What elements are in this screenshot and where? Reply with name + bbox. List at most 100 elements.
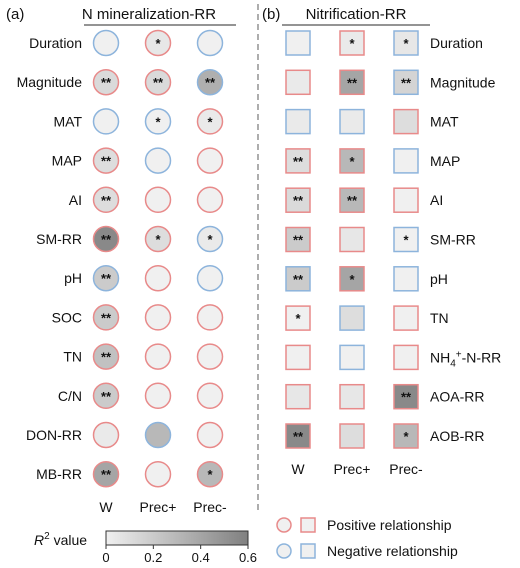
panel-a-cell-map-prec: [144, 147, 172, 174]
panel-b-cell-nh4-n-rr-w: [285, 344, 311, 371]
panel-a-cell-map-prec: [196, 147, 224, 174]
panel-b-cell-duration-w: [285, 30, 311, 56]
panel-b-cell-ph-prec-significance: *: [349, 272, 355, 287]
panel-a-row-label-sm-rr: SM-RR: [36, 231, 82, 247]
panel-a-cell-tn-prec: [196, 343, 224, 370]
panel-a-cell-sm-rr-prec: [144, 225, 172, 253]
panel-b-cell-ai-prec: [393, 187, 419, 213]
panel-a-cell-magnitude-prec-significance: **: [153, 75, 164, 90]
panel-a-cell-mb-rr-prec: [196, 460, 224, 488]
panel-a-row-label-tn: TN: [63, 349, 82, 365]
panel-b-cell-magnitude-w: [285, 69, 311, 96]
panel-a-cell-map-w-significance: **: [101, 154, 112, 169]
panel-b-cell-nh4-n-rr-prec: [339, 344, 365, 371]
panel-b-row-label-duration: Duration: [430, 35, 483, 51]
panel-b-cell-tn-w: [285, 305, 311, 331]
panel-b-cell-sm-rr-prec: [393, 226, 419, 253]
panel-a-cell-ph-w: [92, 264, 120, 292]
panel-b-cell-aob-rr-prec-significance: *: [403, 429, 409, 444]
panel-b-cell-tn-prec: [393, 305, 419, 331]
panel-b-cell-sm-rr-prec: [339, 226, 365, 253]
panel-a-cell-mat-prec: [144, 108, 172, 135]
panel-a-cell-ai-w: [92, 186, 120, 214]
panel-b-row-label-mat: MAT: [430, 114, 459, 130]
panel-a-row-label-don-rr: DON-RR: [26, 427, 82, 443]
panel-b-cell-aob-rr-prec: [339, 423, 365, 449]
panel-a-cell-ph-prec: [144, 264, 172, 292]
panel-a-cell-soc-prec: [196, 304, 224, 331]
panel-b-cell-duration-prec: [339, 30, 365, 56]
panel-b-cell-ai-prec: [339, 187, 365, 213]
panel-b-cell-map-prec: [393, 148, 419, 174]
panel-b-cell-ai-w-significance: **: [293, 193, 304, 208]
panel-b-cell-duration-prec: [393, 30, 419, 56]
panel-b-cell-ph-prec: [339, 266, 365, 292]
panel-b-row-label-magnitude: Magnitude: [430, 74, 496, 90]
panel-a-cell-magnitude-w-significance: **: [101, 75, 112, 90]
legend: Positive relationship Negative relations…: [276, 517, 458, 559]
panel-b-cell-aoa-rr-w: [285, 383, 311, 410]
panel-b-cell-tn-w-significance: *: [295, 311, 301, 326]
panel-b-cell-magnitude-prec-significance: **: [347, 75, 358, 90]
panel-a-row-label-map: MAP: [52, 153, 82, 169]
panel-b-row-label-ph: pH: [430, 271, 448, 287]
panel-a-row-label-duration: Duration: [29, 35, 82, 51]
panel-b-row-label-aob-rr: AOB-RR: [430, 428, 484, 444]
panel-a-col-label-prec: Prec+: [140, 499, 177, 515]
panel-a-cell-c-n-w-significance: **: [101, 389, 112, 404]
panel-a-cell-soc-w-significance: **: [101, 310, 112, 325]
panel-a-col-label-prec: Prec-: [193, 499, 227, 515]
panel-b-cell-aob-rr-w-significance: **: [293, 429, 304, 444]
colorbar-ticks: 0 0.2 0.4 0.6: [102, 545, 257, 565]
panel-a-cell-magnitude-prec-significance: **: [205, 75, 216, 90]
panel-a-cell-tn-w: [92, 343, 120, 370]
panel-b-col-label-w: W: [291, 461, 305, 477]
panel-a-cell-ai-prec: [196, 186, 224, 214]
panel-b-cell-magnitude-prec: [339, 69, 365, 96]
panel-a-row-label-mat: MAT: [53, 113, 82, 129]
panel-a-cell-mat-w: [92, 108, 120, 135]
panel-b-row-label-ai: AI: [430, 192, 443, 208]
panel-b-title: Nitrification-RR: [306, 6, 407, 23]
panel-b-cell-duration-prec-significance: *: [349, 36, 355, 51]
panel-b-cell-ph-prec: [393, 266, 419, 292]
panel-a-cell-sm-rr-w: [92, 225, 120, 253]
panel-a-cell-map-w: [92, 147, 120, 174]
legend-negative-square-icon: [300, 543, 316, 559]
panel-a-title: N mineralization-RR: [82, 6, 216, 23]
panel-a-cell-tn-w-significance: **: [101, 350, 112, 365]
panel-a-cell-sm-rr-prec-significance: *: [207, 232, 213, 247]
panel-a-cell-magnitude-w: [92, 68, 120, 96]
panel-b-cell-sm-rr-prec-significance: *: [403, 233, 409, 248]
panel-a-cell-ph-w-significance: **: [101, 271, 112, 286]
legend-negative-label: Negative relationship: [327, 543, 458, 559]
panel-b-cell-ph-w-significance: **: [293, 272, 304, 287]
panel-a-cell-don-rr-prec: [144, 421, 172, 449]
panel-b-cell-aoa-rr-prec: [339, 383, 365, 410]
panel-a-cell-don-rr-prec: [196, 421, 224, 449]
panel-a-row-label-soc: SOC: [52, 309, 82, 325]
colorbar-label: R2 value: [34, 531, 87, 548]
panel-b-cell-mat-prec: [339, 108, 365, 135]
panel-b-row-label-aoa-rr: AOA-RR: [430, 389, 484, 405]
panel-a-cell-mb-rr-prec: [144, 460, 172, 488]
panel-a-cell-soc-prec: [144, 304, 172, 331]
panel-a-cell-don-rr-w: [92, 421, 120, 449]
panel-a-cell-ph-prec: [196, 264, 224, 292]
panel-a-cell-mat-prec-significance: *: [155, 114, 161, 129]
panel-a-cell-soc-w: [92, 304, 120, 331]
panel-a-cell-c-n-prec: [144, 382, 172, 410]
panel-b-cell-ai-prec-significance: **: [347, 193, 358, 208]
panel-a-cell-mb-rr-w-significance: **: [101, 467, 112, 482]
panel-b-cell-map-w: [285, 148, 311, 174]
panel-b-cell-mat-w: [285, 108, 311, 135]
panel-b-col-label-prec: Prec+: [334, 461, 371, 477]
panel-a-row-label-c-n: C/N: [58, 388, 82, 404]
panel-b-row-label-map: MAP: [430, 153, 460, 169]
panel-a-cell-magnitude-prec: [144, 68, 172, 96]
panel-b-row-label-nh4-n-rr: NH4+-N-RR: [430, 349, 501, 369]
panel-a-cell-duration-prec: [144, 29, 172, 57]
panel-b-cell-mat-prec: [393, 108, 419, 135]
panel-a-grid: Duration Magnitude MAT MAP AI SM-RR pH SOC TN C/N…: [17, 29, 227, 515]
